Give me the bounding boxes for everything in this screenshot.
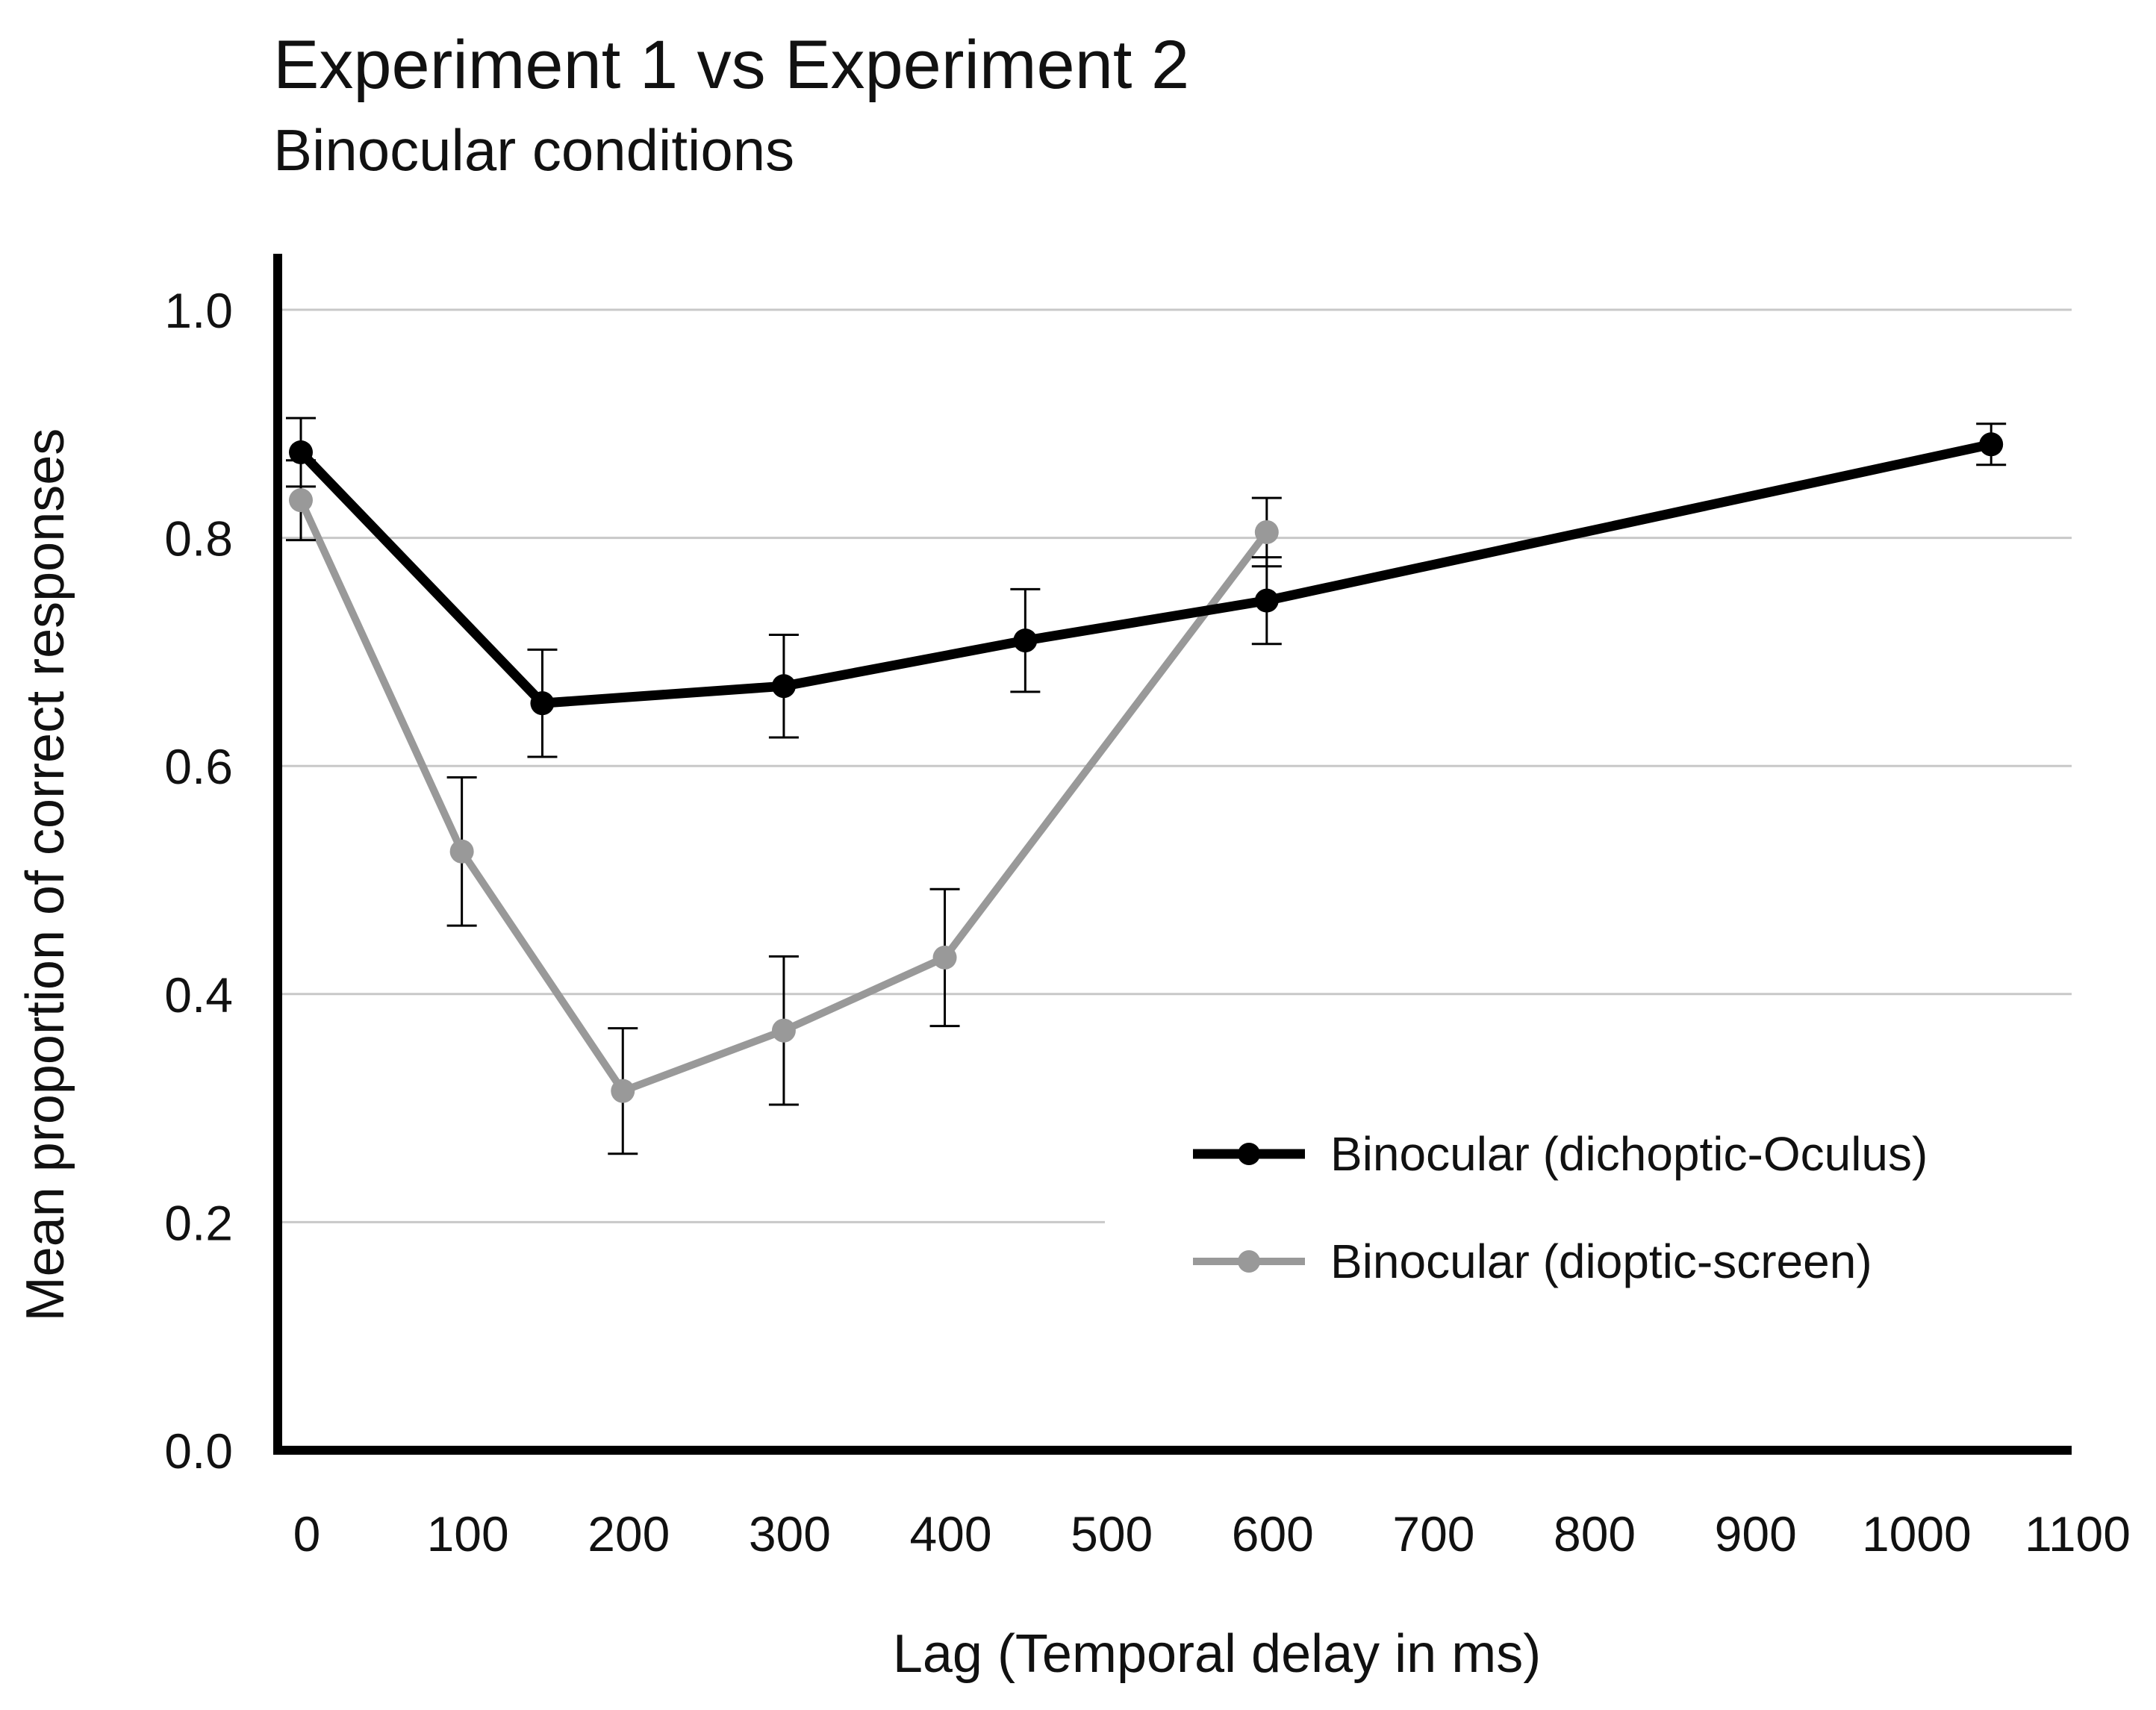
chart-subtitle: Binocular conditions [273,117,794,183]
series-layer [286,416,2007,1155]
x-tick-label: 600 [1232,1506,1314,1561]
data-point [1979,432,2004,457]
x-tick-label: 800 [1554,1506,1636,1561]
data-point [449,839,474,864]
chart-title: Experiment 1 vs Experiment 2 [273,27,1189,103]
x-tick-labels: 0 100 200 300 400 500 600 700 800 900 1000 1100 [293,1506,2131,1561]
y-tick-label: 0.8 [164,511,233,567]
x-tick-label: 1100 [2025,1506,2131,1561]
legend-label: Binocular (dioptic-screen) [1330,1235,1872,1288]
data-point [611,1079,635,1103]
legend-label: Binocular (dichoptic-Oculus) [1330,1127,1928,1181]
legend-swatch-marker [1238,1143,1260,1165]
x-tick-label: 400 [909,1506,991,1561]
x-tick-label: 100 [427,1506,509,1561]
y-tick-label: 0.0 [164,1423,233,1479]
x-tick-label: 900 [1715,1506,1797,1561]
legend-item-dioptic-screen: Binocular (dioptic-screen) [1193,1235,1872,1288]
data-point [289,440,313,464]
x-axis-label: Lag (Temporal delay in ms) [893,1624,1541,1684]
series-dioptic-screen [286,459,1282,1155]
y-tick-label: 0.6 [164,739,233,794]
y-tick-label: 0.4 [164,967,233,1023]
x-tick-label: 1000 [1862,1506,1972,1561]
legend-item-dichoptic-oculus: Binocular (dichoptic-Oculus) [1193,1127,1928,1181]
gridlines [278,308,2072,1223]
y-tick-label: 0.2 [164,1195,233,1250]
series-line [297,499,1270,1095]
axes [273,254,2072,1455]
data-point [771,1018,796,1043]
x-tick-label: 700 [1392,1506,1474,1561]
data-point [771,674,796,699]
y-axis-label: Mean proportion of correct responses [16,428,75,1322]
x-tick-label: 300 [749,1506,831,1561]
legend: Binocular (dichoptic-Oculus) Binocular (d… [1193,1127,1928,1288]
data-point [289,488,313,513]
y-tick-label: 1.0 [164,283,233,338]
data-point [1254,519,1279,544]
legend-swatch-marker [1238,1250,1260,1273]
data-point [1013,628,1038,653]
x-tick-label: 0 [293,1506,321,1561]
series-dichoptic-oculus [286,416,2007,758]
data-point [530,691,555,716]
x-tick-label: 500 [1071,1506,1153,1561]
data-point [932,945,957,970]
data-point [1254,588,1279,613]
x-tick-label: 200 [588,1506,670,1561]
series-line [297,439,1993,708]
y-tick-labels: 0.0 0.2 0.4 0.6 0.8 1.0 [164,283,233,1479]
